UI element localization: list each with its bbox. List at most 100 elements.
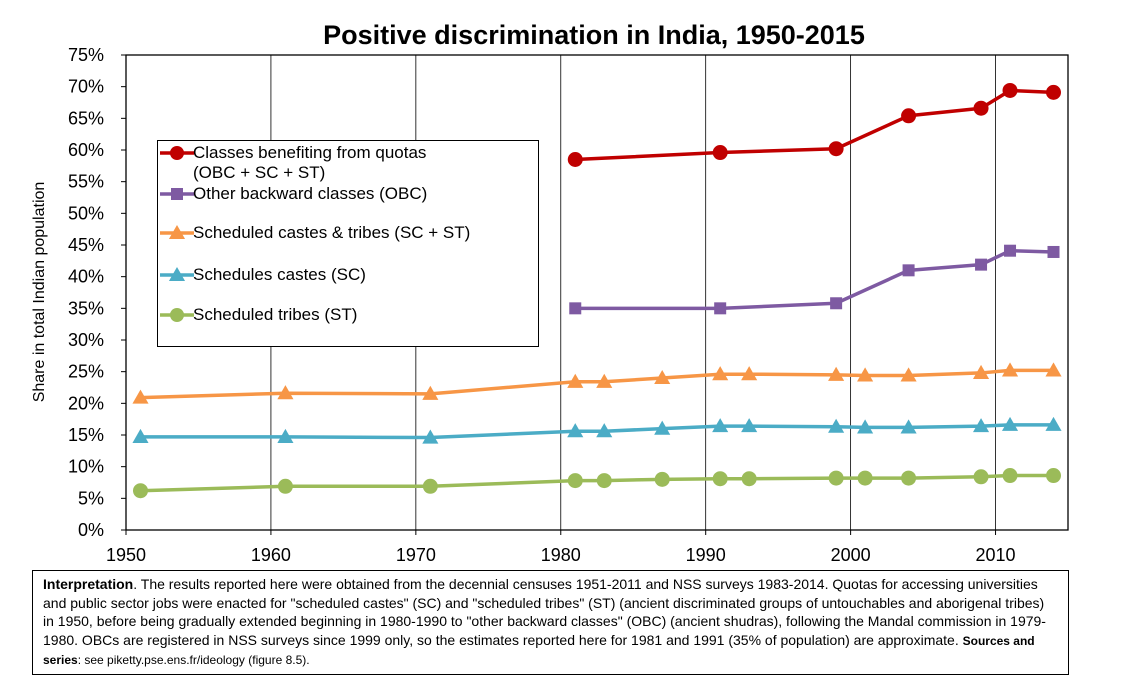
y-tick-labels: 0% 5% 10% 15% 20% 25% 30% 35% 40% 45% 50% 55% 60% 65%… xyxy=(68,45,126,540)
note-text: . The results reported here were obtaine… xyxy=(43,576,1046,648)
data-point xyxy=(900,367,917,382)
data-point xyxy=(277,478,293,494)
x-tick-label: 1980 xyxy=(541,545,581,565)
y-tick-label: 35% xyxy=(68,298,104,318)
data-point xyxy=(277,385,294,400)
data-point xyxy=(973,100,989,116)
data-point xyxy=(1002,82,1018,98)
x-tick-labels: 1950 1960 1970 1980 1990 2000 2010 xyxy=(106,545,1016,565)
legend-swatch xyxy=(160,266,194,282)
data-point xyxy=(596,373,613,388)
x-tick-label: 2010 xyxy=(976,545,1016,565)
data-point xyxy=(741,471,757,487)
data-point xyxy=(828,141,844,157)
y-tick-label: 70% xyxy=(68,77,104,97)
y-axis-label: Share in total Indian population xyxy=(31,182,48,403)
y-tick-label: 5% xyxy=(78,488,104,508)
data-point xyxy=(828,470,844,486)
data-point xyxy=(567,473,583,489)
data-point xyxy=(902,264,915,277)
data-point xyxy=(567,373,584,388)
data-point xyxy=(857,367,874,382)
data-point xyxy=(422,478,438,494)
y-tick-label: 40% xyxy=(68,267,104,287)
data-point xyxy=(132,389,149,404)
legend-item: Classes benefiting from quotas (OBC + SC… xyxy=(158,141,538,182)
y-tick-label: 55% xyxy=(68,172,104,192)
series-5 xyxy=(132,468,1062,499)
data-point xyxy=(1047,245,1060,258)
legend-label: Other backward classes (OBC) xyxy=(193,184,428,203)
data-point xyxy=(596,423,613,438)
x-tick-label: 1990 xyxy=(686,545,726,565)
legend-item: Scheduled tribes (ST) xyxy=(158,303,538,343)
x-tick-label: 1950 xyxy=(106,545,146,565)
y-tick-label: 60% xyxy=(68,140,104,160)
series-1 xyxy=(567,82,1062,167)
legend-swatch xyxy=(160,188,194,200)
data-point xyxy=(132,428,149,443)
sources-text: : see piketty.pse.ens.fr/ideology (figur… xyxy=(77,653,310,667)
data-point xyxy=(901,108,917,124)
data-point xyxy=(277,428,294,443)
x-tick-label: 1960 xyxy=(251,545,291,565)
series-4 xyxy=(132,416,1062,444)
y-tick-label: 65% xyxy=(68,108,104,128)
data-point xyxy=(900,419,917,434)
series-line xyxy=(140,423,1054,440)
data-point xyxy=(857,470,873,486)
data-point xyxy=(828,366,845,381)
chart-legend: Classes benefiting from quotas (OBC + SC… xyxy=(157,140,539,347)
data-point xyxy=(712,366,729,381)
data-point xyxy=(741,366,758,381)
legend-item: Schedules castes (SC) xyxy=(158,263,538,303)
series-layer xyxy=(132,82,1062,499)
data-point xyxy=(569,302,582,315)
legend-label: Scheduled castes & tribes (SC + ST) xyxy=(193,223,471,242)
data-point xyxy=(712,145,728,161)
y-tick-label: 50% xyxy=(68,203,104,223)
data-point xyxy=(973,469,989,485)
legend-item: Scheduled castes & tribes (SC + ST) xyxy=(158,221,538,261)
legend-label: Classes benefiting from quotas (OBC + SC… xyxy=(193,143,427,182)
data-point xyxy=(975,258,988,271)
data-point xyxy=(1002,468,1018,484)
data-point xyxy=(1001,416,1019,431)
series-3 xyxy=(132,362,1062,404)
data-point xyxy=(654,369,671,385)
data-point xyxy=(1004,244,1017,257)
data-point xyxy=(1001,362,1019,377)
data-point xyxy=(654,420,671,435)
data-point xyxy=(901,470,917,486)
data-point xyxy=(828,418,845,433)
y-tick-label: 20% xyxy=(68,393,104,413)
data-point xyxy=(830,297,843,310)
data-point xyxy=(972,418,990,433)
y-tick-label: 10% xyxy=(68,457,104,477)
legend-item: Other backward classes (OBC) xyxy=(158,182,538,222)
legend-label: Schedules castes (SC) xyxy=(193,265,366,284)
sources-label: Sources and series xyxy=(43,633,1035,668)
data-point xyxy=(1046,84,1062,100)
y-tick-label: 75% xyxy=(68,45,104,65)
data-point xyxy=(132,483,148,499)
series-2 xyxy=(569,244,1060,315)
data-point xyxy=(596,473,612,489)
interpretation-note: Interpretation. The results reported her… xyxy=(32,570,1069,675)
legend-swatch xyxy=(160,224,194,240)
data-point xyxy=(741,418,758,433)
data-point xyxy=(714,302,727,315)
data-point xyxy=(654,471,670,487)
x-tick-label: 2000 xyxy=(831,545,871,565)
data-point xyxy=(1045,362,1062,377)
legend-swatch xyxy=(160,308,194,322)
y-tick-label: 0% xyxy=(78,520,104,540)
chart-title: Positive discrimination in India, 1950-2… xyxy=(323,20,865,50)
data-point xyxy=(712,471,728,487)
y-tick-label: 30% xyxy=(68,330,104,350)
y-tick-label: 25% xyxy=(68,362,104,382)
data-point xyxy=(712,418,729,433)
data-point xyxy=(422,429,439,444)
data-point xyxy=(1046,468,1062,484)
